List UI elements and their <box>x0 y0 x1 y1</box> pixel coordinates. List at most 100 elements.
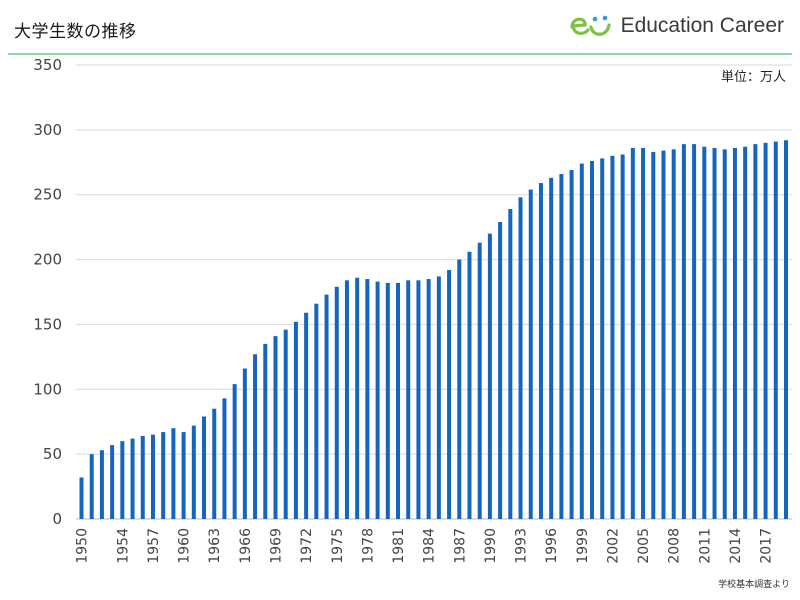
bar-2006 <box>651 151 656 519</box>
x-tick-label: 1975 <box>330 528 346 564</box>
x-tick-label: 1972 <box>299 528 315 564</box>
bar-1953 <box>110 445 115 519</box>
bar-1977 <box>355 277 360 519</box>
page-title: 大学生数の推移 <box>14 22 137 42</box>
bar-1956 <box>140 435 145 519</box>
bar-2005 <box>641 148 646 519</box>
x-tick-label: 2011 <box>697 528 713 564</box>
x-tick-label: 1960 <box>177 528 193 564</box>
bar-1963 <box>212 408 217 519</box>
education-career-logo-icon <box>569 15 611 36</box>
bar-1999 <box>579 163 584 519</box>
bar-2009 <box>681 144 686 519</box>
header-divider <box>8 53 792 55</box>
unit-label: 単位：万人 <box>720 70 786 85</box>
x-tick-label: 1984 <box>422 528 438 564</box>
x-tick-label: 1966 <box>238 528 254 564</box>
brand: Education Career <box>569 12 784 40</box>
bar-2017 <box>763 142 768 520</box>
bar-1968 <box>263 343 268 519</box>
bar-2007 <box>661 150 666 519</box>
bar-1959 <box>171 428 176 519</box>
bar-1970 <box>283 329 288 519</box>
bar-1993 <box>518 197 523 519</box>
bar-1974 <box>324 294 329 519</box>
bar-1955 <box>130 438 135 519</box>
bar-1973 <box>314 303 319 519</box>
bar-2018 <box>773 141 778 519</box>
bar-2016 <box>753 144 758 519</box>
bar-1981 <box>396 282 401 519</box>
y-axis-tick-labels: 0 50 100 150 200 250 300 350 <box>33 56 62 528</box>
bar-1951 <box>89 454 94 519</box>
x-tick-label: 1957 <box>146 528 162 564</box>
x-tick-label: 1996 <box>544 528 560 564</box>
x-tick-label: 2002 <box>605 528 621 564</box>
y-tick-label: 350 <box>33 56 62 74</box>
bar-2011 <box>702 146 707 519</box>
bar-1984 <box>426 279 431 519</box>
y-tick-label: 150 <box>33 315 62 333</box>
bar-1990 <box>487 233 492 519</box>
bar-2015 <box>743 146 748 519</box>
bar-2008 <box>671 149 676 520</box>
bar-2019 <box>784 140 788 519</box>
brand-name: Education Career <box>620 14 784 37</box>
bar-1982 <box>406 280 411 519</box>
bar-1962 <box>202 416 207 519</box>
bar-2014 <box>732 148 737 519</box>
y-tick-label: 50 <box>43 445 62 463</box>
bar-2000 <box>590 160 595 519</box>
bar-2003 <box>620 154 625 519</box>
source-label: 学校基本調査より <box>718 580 790 590</box>
bar-series <box>79 140 788 520</box>
x-tick-label: 1987 <box>452 528 468 564</box>
x-axis-tick-labels: 1950 1954 1957 1960 1963 1966 1969 1972 1975 1978… <box>75 528 775 564</box>
x-tick-label: 1981 <box>391 528 407 564</box>
bar-1996 <box>549 177 554 519</box>
bar-1991 <box>498 221 503 519</box>
x-tick-label: 1990 <box>483 528 499 564</box>
x-tick-label: 1978 <box>360 528 376 564</box>
bar-2012 <box>712 148 717 519</box>
y-tick-label: 300 <box>33 121 62 139</box>
bar-2013 <box>722 149 727 520</box>
x-tick-label: 2008 <box>667 528 683 564</box>
bar-1964 <box>222 398 227 519</box>
bar-1969 <box>273 336 278 519</box>
bar-1986 <box>447 269 452 519</box>
header: 大学生数の推移 Education Career <box>0 0 800 55</box>
bar-1960 <box>181 432 186 519</box>
bar-1957 <box>150 434 155 519</box>
bar-1983 <box>416 280 421 519</box>
x-tick-label: 1993 <box>514 528 530 564</box>
bar-1994 <box>528 189 533 520</box>
bar-2004 <box>630 148 635 519</box>
bar-1966 <box>242 368 247 519</box>
bar-1967 <box>253 354 258 519</box>
bar-1954 <box>120 441 125 519</box>
bar-1992 <box>508 208 513 520</box>
y-tick-label: 100 <box>33 380 62 398</box>
bar-1958 <box>161 432 166 519</box>
x-tick-label: 1963 <box>207 528 223 564</box>
y-tick-label: 200 <box>33 251 62 269</box>
x-tick-label: 2014 <box>728 528 744 564</box>
bar-1971 <box>293 321 298 519</box>
bar-1976 <box>344 280 349 519</box>
x-tick-label: 1999 <box>575 528 591 564</box>
bar-2001 <box>600 158 605 519</box>
x-tick-label: 1969 <box>268 528 284 564</box>
bar-1997 <box>559 173 564 519</box>
bar-2010 <box>692 144 697 519</box>
bar-1988 <box>467 251 472 519</box>
bar-1995 <box>538 183 543 520</box>
y-tick-label: 250 <box>33 186 62 204</box>
bar-1998 <box>569 170 574 519</box>
x-tick-label: 1954 <box>115 528 131 564</box>
y-tick-label: 0 <box>52 510 62 528</box>
x-tick-label: 1950 <box>75 528 91 564</box>
bar-1965 <box>232 384 237 519</box>
bar-1950 <box>79 477 84 519</box>
